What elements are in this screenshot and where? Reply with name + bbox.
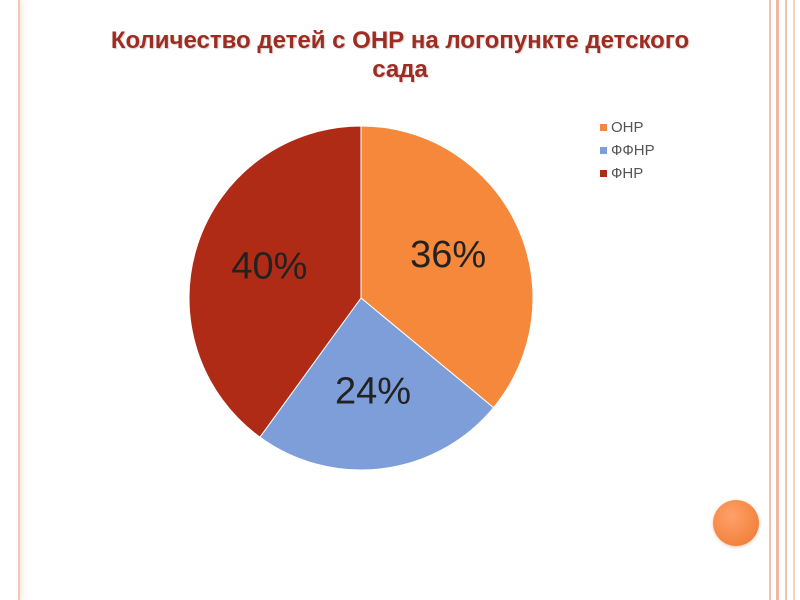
legend-item-ffnr: ФФНР [600, 139, 655, 162]
pie-slice-fnr [188, 125, 362, 438]
pie-label-fnr: 40% [231, 245, 307, 287]
pie-label-onr: 36% [410, 234, 486, 276]
chart-legend: ОНР ФФНР ФНР [600, 116, 655, 185]
legend-item-fnr: ФНР [600, 162, 655, 185]
legend-item-onr: ОНР [600, 116, 655, 139]
pie-slice-ffnr [259, 297, 495, 471]
legend-swatch-onr [600, 124, 607, 131]
legend-label-fnr: ФНР [611, 165, 644, 182]
chart-title: Количество детей с ОНР на логопункте дет… [110, 27, 690, 83]
legend-swatch-ffnr [600, 147, 607, 154]
pie-label-ffnr: 24% [335, 371, 411, 413]
legend-swatch-fnr [600, 170, 607, 177]
legend-label-ffnr: ФФНР [611, 142, 655, 159]
left-border-rule [0, 0, 20, 600]
decorative-orange-circle [713, 500, 759, 546]
right-decorative-stripes [764, 0, 800, 600]
pie-slice-onr [360, 125, 534, 409]
legend-label-onr: ОНР [611, 119, 644, 136]
